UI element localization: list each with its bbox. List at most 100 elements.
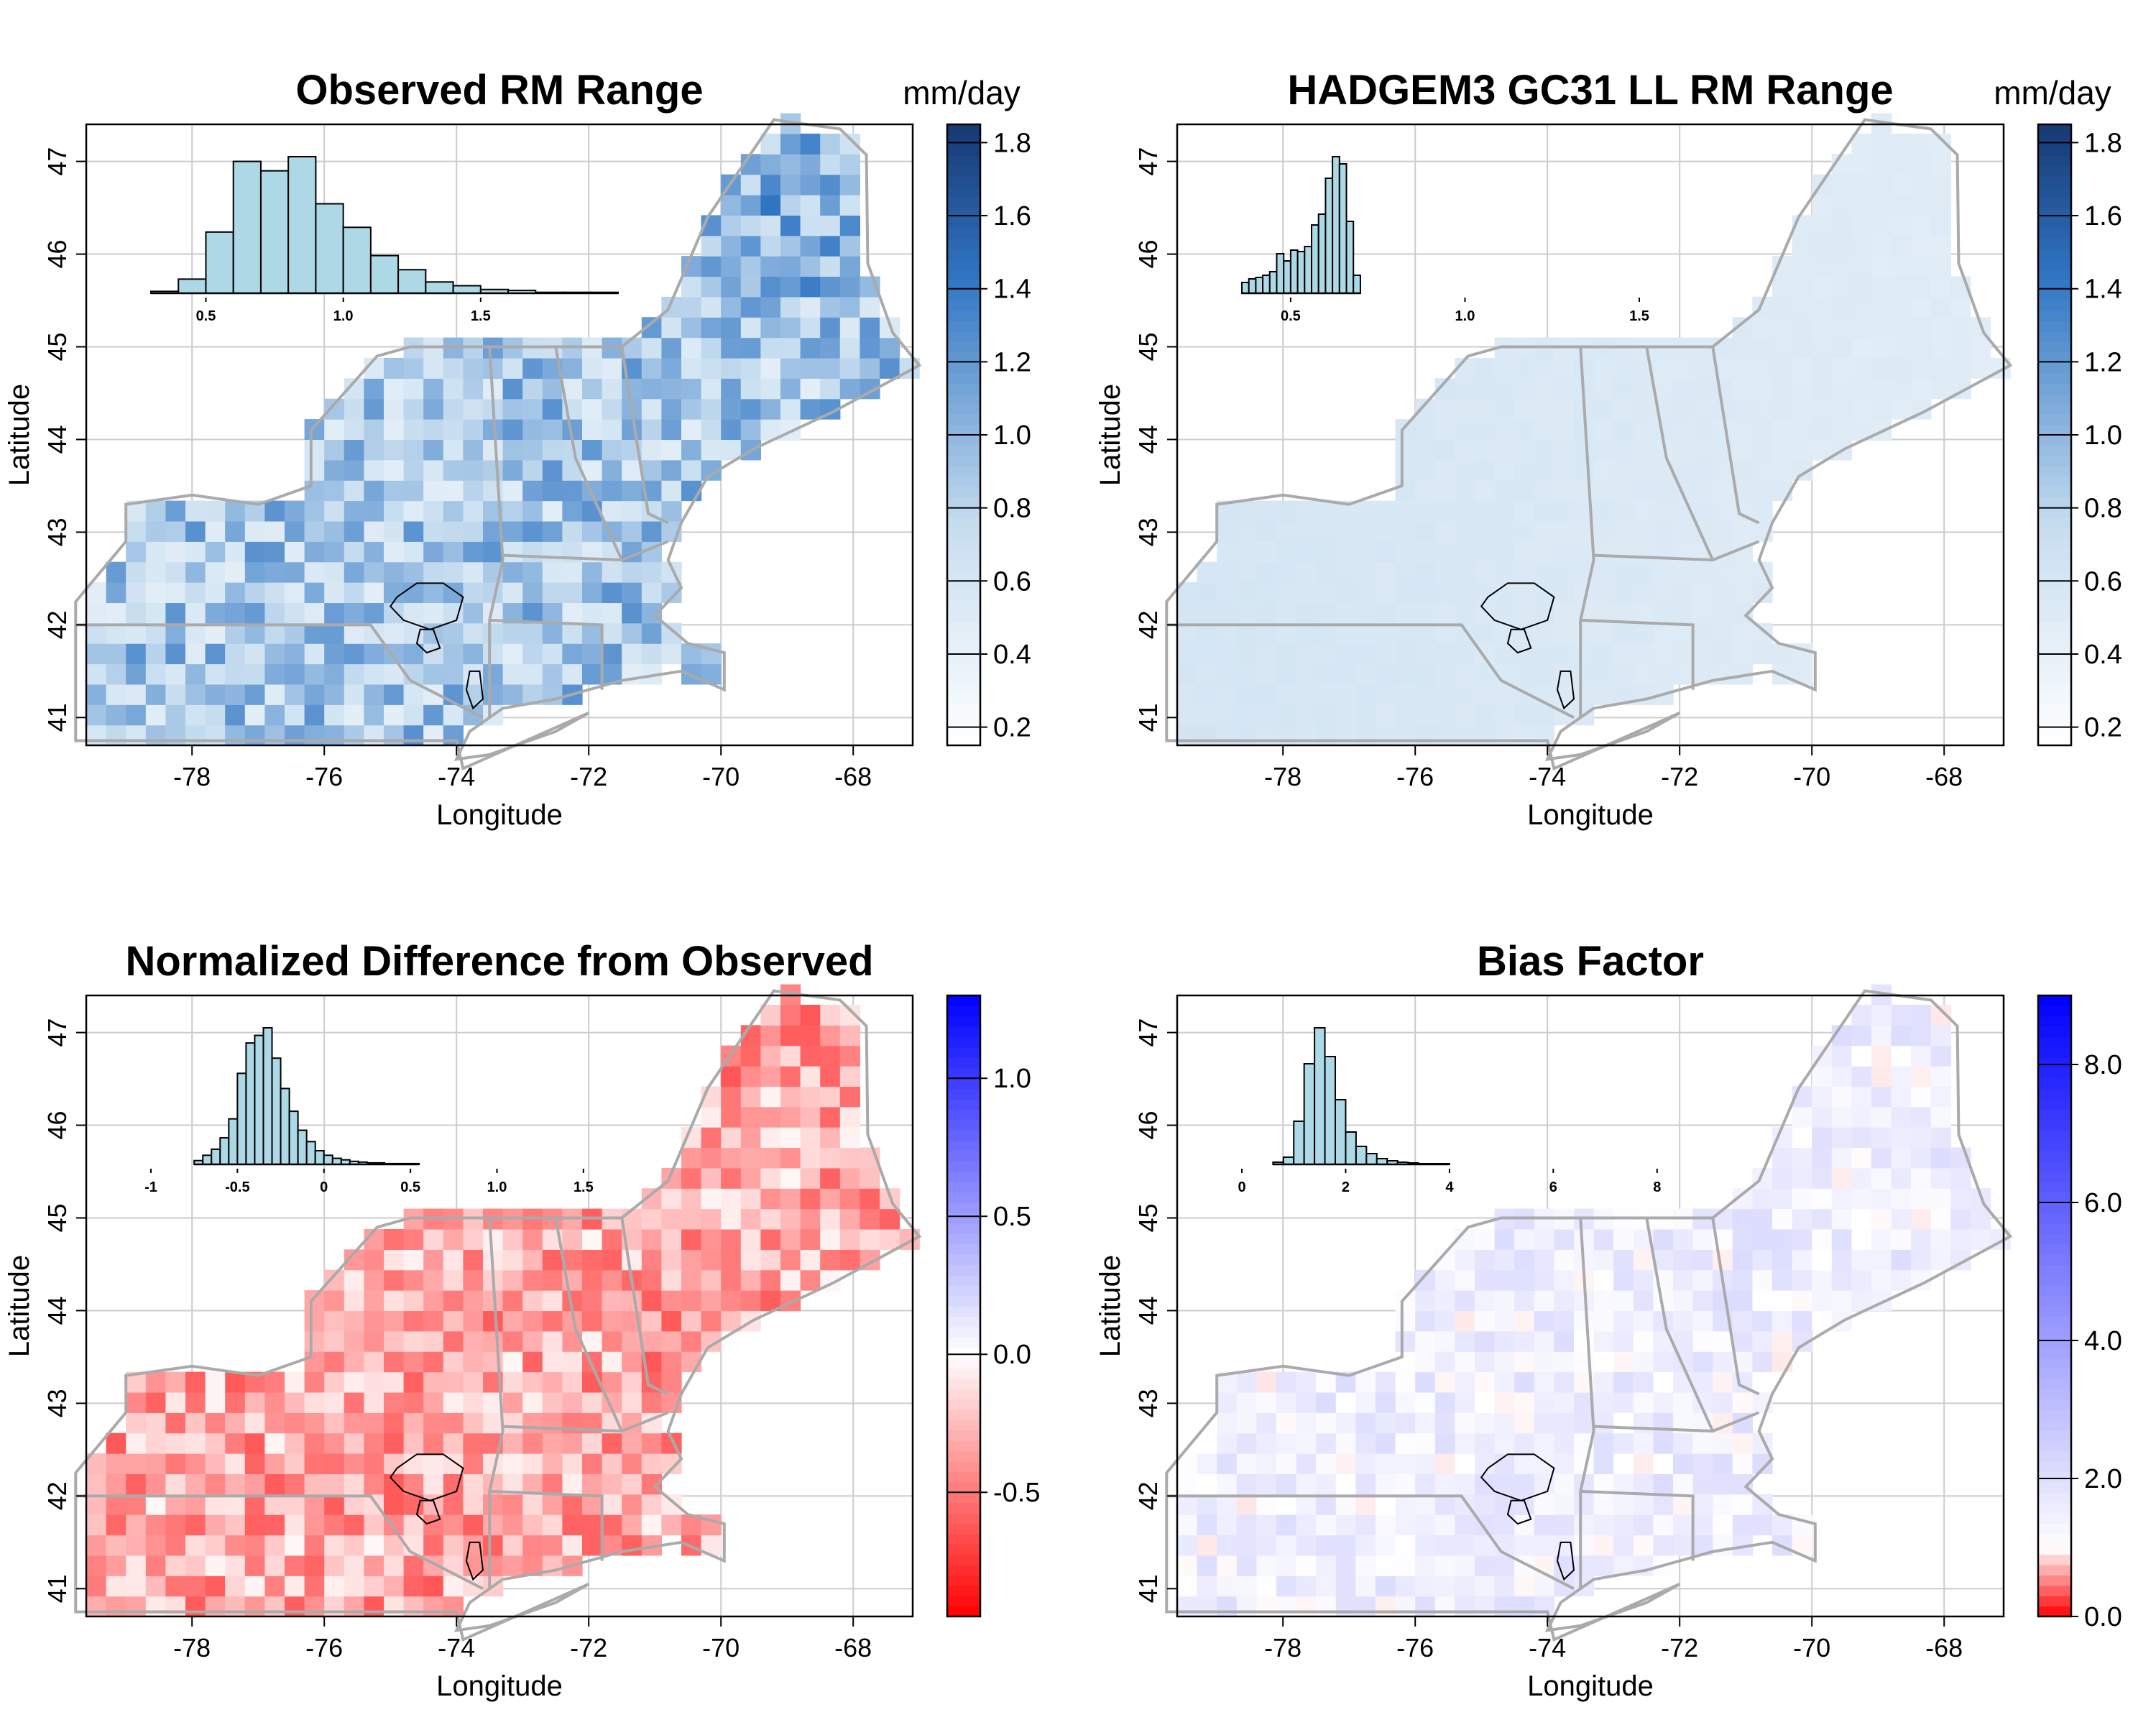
heatmap-cell <box>1395 643 1416 665</box>
x-axis-label: Longitude <box>1527 799 1654 831</box>
heatmap-cell <box>1316 582 1337 604</box>
heatmap-cell <box>463 1228 484 1250</box>
heatmap-cell <box>1534 1228 1554 1250</box>
heatmap-cell <box>403 1228 424 1250</box>
heatmap-cell <box>106 1555 126 1576</box>
heatmap-cell <box>1554 459 1575 481</box>
heatmap-cell <box>1455 1310 1475 1332</box>
heatmap-cell <box>463 622 484 644</box>
heatmap-cell <box>1713 1208 1733 1230</box>
colorbar-tick-label: 2.0 <box>2084 1464 2122 1494</box>
heatmap-cell <box>1316 1453 1337 1475</box>
heatmap-cell <box>820 1188 841 1210</box>
heatmap-cell <box>1673 643 1694 665</box>
heatmap-cell <box>443 500 464 522</box>
heatmap-cell <box>344 1290 364 1312</box>
inset-histogram: 0.5 1.0 1.5 <box>150 156 619 324</box>
heatmap-cell <box>463 1392 484 1413</box>
colorbar-segment <box>2038 621 2071 632</box>
heatmap-cell <box>1812 1086 1833 1108</box>
heatmap-cell <box>1376 1494 1396 1515</box>
heatmap-cell <box>1494 357 1515 379</box>
heatmap-cell <box>1772 1167 1793 1189</box>
heatmap-cell <box>542 1371 563 1393</box>
heatmap-cell <box>1554 561 1575 583</box>
heatmap-cell <box>740 1045 761 1067</box>
heatmap-cell <box>1613 1310 1634 1332</box>
heatmap-cell <box>1494 1290 1515 1312</box>
heatmap-cell <box>443 419 464 441</box>
heatmap-cell <box>1494 1351 1515 1373</box>
heatmap-cell <box>1633 378 1654 400</box>
heatmap-cell <box>562 357 583 379</box>
heatmap-cell <box>225 1432 246 1454</box>
heatmap-cell <box>1296 1514 1317 1536</box>
heatmap-cell <box>602 1453 622 1475</box>
heatmap-cell <box>562 582 583 604</box>
heatmap-cell <box>1316 1535 1337 1556</box>
heatmap-cell <box>324 419 345 441</box>
heatmap-cell <box>1752 1249 1773 1271</box>
heatmap-cell <box>483 1514 504 1536</box>
heatmap-cell <box>244 704 265 726</box>
heatmap-cell <box>1851 195 1872 216</box>
heatmap-cell <box>364 663 384 685</box>
heatmap-cell <box>1475 1392 1496 1413</box>
colorbar-segment <box>2038 290 2071 301</box>
heatmap-cell <box>304 1330 325 1352</box>
heatmap-cell <box>582 1310 603 1332</box>
heatmap-cell <box>522 1392 543 1413</box>
heatmap-cell <box>185 1432 206 1454</box>
heatmap-cell <box>1355 684 1376 705</box>
heatmap-cell <box>1395 1494 1416 1515</box>
heatmap-cell <box>502 357 523 379</box>
heatmap-cell <box>244 1453 265 1475</box>
heatmap-cell <box>701 1106 722 1128</box>
colorbar-segment <box>2038 1368 2071 1379</box>
heatmap-cell <box>641 643 662 665</box>
heatmap-cell <box>285 1473 305 1495</box>
heatmap-cell <box>126 541 147 563</box>
heatmap-cell <box>1534 1249 1554 1271</box>
heatmap-cell <box>1177 622 1198 644</box>
heatmap-cell <box>1812 357 1833 379</box>
heatmap-cell <box>602 622 622 644</box>
heatmap-cell <box>1197 1494 1217 1515</box>
heatmap-cell <box>1692 419 1713 441</box>
heatmap-cell <box>681 1228 702 1250</box>
heatmap-cell <box>324 459 345 481</box>
heatmap-cell <box>1296 520 1317 542</box>
state-border <box>1166 1494 1575 1591</box>
heatmap-cell <box>1434 1290 1455 1312</box>
heatmap-cell <box>1475 1371 1496 1393</box>
histogram-tick-label: 1.5 <box>471 308 491 324</box>
heatmap-cell <box>1236 1371 1257 1393</box>
heatmap-cell <box>1514 1228 1535 1250</box>
heatmap-cell <box>1812 276 1833 298</box>
colorbar-segment <box>2038 714 2071 725</box>
heatmap-cell <box>502 480 523 502</box>
heatmap-cell <box>1534 500 1554 522</box>
heatmap-cell <box>264 1371 285 1393</box>
heatmap-cell <box>1633 582 1654 604</box>
heatmap-cell <box>1812 1290 1833 1312</box>
heatmap-cell <box>820 296 841 318</box>
heatmap-cell <box>622 1330 642 1352</box>
heatmap-cell <box>1455 1351 1475 1373</box>
heatmap-cell <box>1613 1392 1634 1413</box>
colorbar-segment <box>947 1513 980 1524</box>
heatmap-cell <box>721 256 742 277</box>
heatmap-cell <box>463 1310 484 1332</box>
heatmap-cell <box>1732 1453 1753 1475</box>
heatmap-cell <box>1812 235 1833 257</box>
heatmap-cell <box>622 1371 642 1393</box>
heatmap-cell <box>165 684 186 705</box>
colorbar-segment <box>2038 403 2071 415</box>
heatmap-cell <box>1673 1269 1694 1291</box>
heatmap-cell <box>1455 1555 1475 1576</box>
heatmap-cell <box>1434 459 1455 481</box>
heatmap-cell <box>760 1066 781 1087</box>
heatmap-cell <box>1713 337 1733 359</box>
heatmap-cell <box>1494 1392 1515 1413</box>
heatmap-cell <box>185 541 206 563</box>
